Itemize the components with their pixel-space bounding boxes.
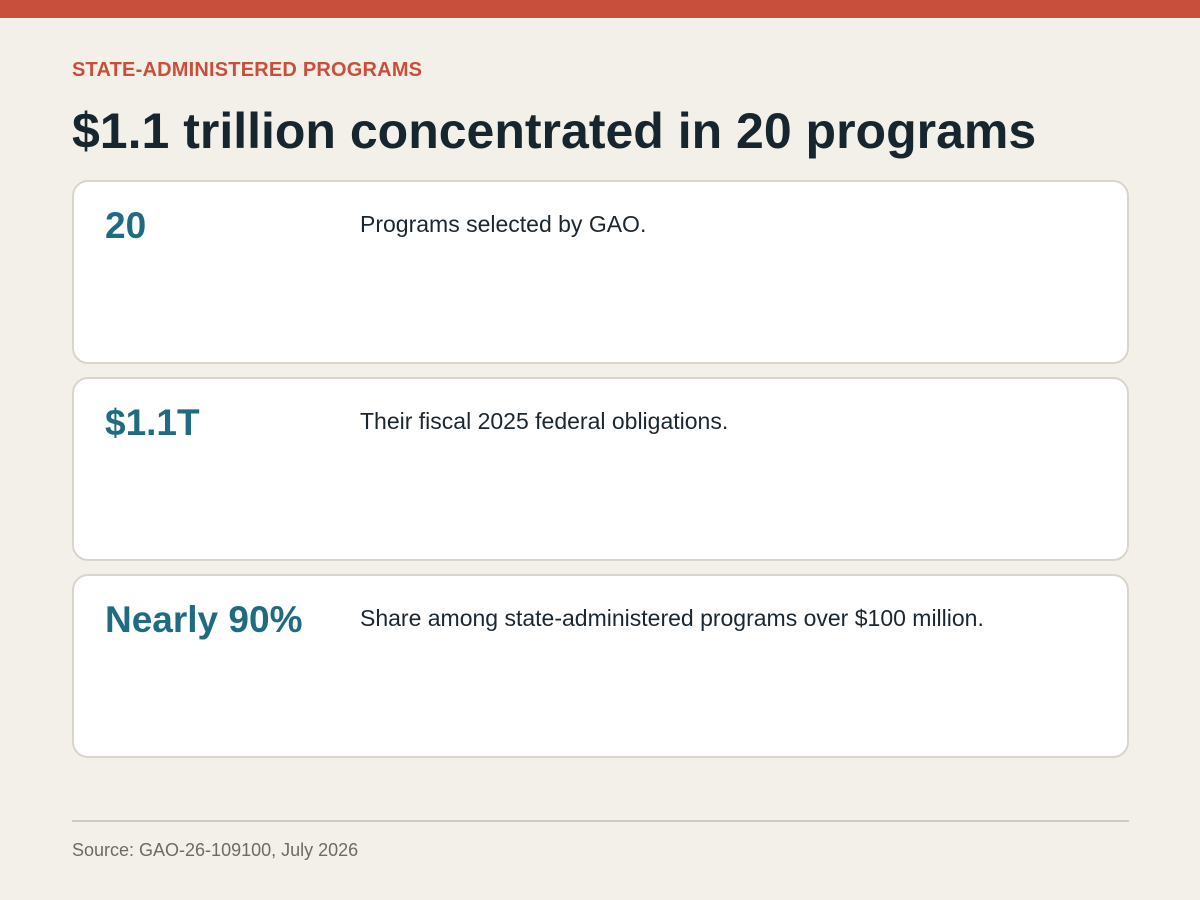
stat-value: Nearly 90% [105, 599, 303, 640]
top-accent-bar [0, 0, 1200, 18]
stat-card-obligations: $1.1T Their fiscal 2025 federal obligati… [72, 377, 1129, 561]
stat-value: 20 [105, 205, 147, 246]
stat-card-share: Nearly 90% Share among state-administere… [72, 574, 1129, 758]
eyebrow-label: STATE-ADMINISTERED PROGRAMS [72, 59, 423, 81]
stat-description: Their fiscal 2025 federal obligations. [360, 408, 729, 434]
footer-divider [72, 820, 1129, 822]
stat-value: $1.1T [105, 402, 200, 443]
page-title: $1.1 trillion concentrated in 20 program… [72, 103, 1037, 159]
stat-card-programs: 20 Programs selected by GAO. [72, 180, 1129, 364]
source-note: Source: GAO-26-109100, July 2026 [72, 840, 359, 860]
stat-description: Programs selected by GAO. [360, 211, 647, 237]
stat-description: Share among state-administered programs … [360, 605, 984, 631]
stat-card-list: 20 Programs selected by GAO. $1.1T Their… [72, 180, 1129, 771]
